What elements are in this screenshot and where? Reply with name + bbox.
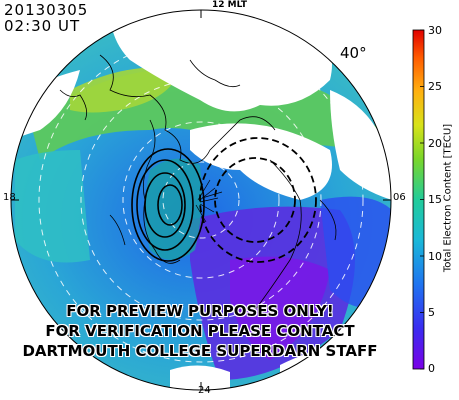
colorbar-tick-label: 5 [428,306,435,319]
no-data-bottom [170,365,230,390]
mlt-label-right: 06 [393,192,406,203]
no-data-center [190,123,332,200]
tec-cyan-region [15,150,90,263]
colorbar-tick-label: 10 [428,250,442,263]
date-label: 20130305 [4,1,89,19]
tec-yellowgreen-region [70,67,180,113]
tec-deep-purple-region [230,256,330,360]
velocity-vectors [195,179,223,223]
no-data-upper [110,10,332,112]
time-label: 02:30 UT [4,17,81,35]
mlt-label-left: 18 [3,192,16,203]
watermark-line: DARTMOUTH COLLEGE SUPERDARN STAFF [22,342,378,360]
mlt-label-bottom: 24 [198,385,211,396]
colorbar-tick-label: 15 [428,193,442,206]
latitude-label: 40° [340,44,367,62]
colorbar-ticks [420,29,424,370]
colorbar-tick-label: 0 [428,362,435,375]
watermark-line: FOR VERIFICATION PLEASE CONTACT [45,322,355,340]
colorbar-tick-label: 30 [428,24,442,37]
watermark-line: FOR PREVIEW PURPOSES ONLY! [66,302,334,320]
mlt-label-top: 12 MLT [212,0,247,10]
no-data-right-edge [330,90,391,200]
colorbar-tick-label: 20 [428,137,442,150]
tec-teal-pole [145,158,202,260]
latitude-circles [38,37,364,363]
colorbar-tick-label: 25 [428,80,442,93]
mlt-ticks [11,10,391,390]
colorbar-title: Total Electron Content [TECU] [442,123,454,273]
